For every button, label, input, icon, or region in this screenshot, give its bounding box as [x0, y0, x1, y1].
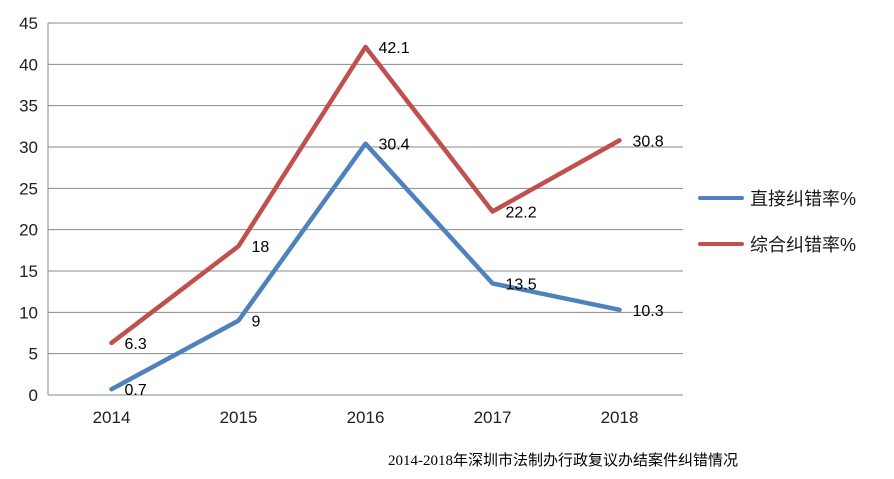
y-axis-tick-label: 10: [19, 303, 38, 322]
data-label: 30.4: [379, 137, 410, 154]
x-axis-tick-label: 2016: [347, 408, 385, 427]
y-axis-tick-label: 35: [19, 97, 38, 116]
legend-item-comprehensive-rate: 综合纠错率%: [698, 229, 856, 258]
data-label: 22.2: [506, 204, 537, 221]
data-label: 13.5: [506, 276, 537, 293]
data-label: 0.7: [125, 382, 147, 399]
x-axis-tick-label: 2014: [93, 408, 131, 427]
y-axis-tick-label: 20: [19, 221, 38, 240]
legend-label-direct-rate: 直接纠错率%: [750, 188, 857, 209]
y-axis-tick-label: 45: [19, 14, 38, 33]
data-label: 30.8: [633, 133, 664, 150]
series-line-0: [109, 141, 622, 392]
y-axis-tick-label: 30: [19, 138, 38, 157]
legend-item-direct-rate: 直接纠错率%: [698, 183, 856, 212]
data-label: 6.3: [125, 336, 147, 353]
x-axis-tick-label: 2017: [474, 408, 512, 427]
y-axis-tick-label: 0: [29, 386, 38, 405]
data-label: 42.1: [379, 40, 410, 57]
y-axis-tick-label: 15: [19, 262, 38, 281]
data-label: 9: [252, 314, 261, 331]
x-axis-tick-label: 2015: [220, 408, 258, 427]
legend-line-swatch-red: [698, 241, 744, 246]
y-axis-tick-label: 25: [19, 179, 38, 198]
chart-legend: 直接纠错率% 综合纠错率%: [698, 183, 856, 258]
y-axis-tick-label: 40: [19, 55, 38, 74]
x-axis-tick-label: 2018: [601, 408, 639, 427]
y-axis-tick-label: 5: [29, 345, 38, 364]
legend-label-comprehensive-rate: 综合纠错率%: [750, 234, 857, 255]
chart-title: 2014-2018年深圳市法制办行政复议办结案件纠错情况: [388, 453, 738, 469]
legend-line-swatch-blue: [698, 195, 744, 200]
data-label: 10.3: [633, 303, 664, 320]
series-line-1: [109, 44, 622, 346]
data-label: 18: [252, 239, 270, 256]
